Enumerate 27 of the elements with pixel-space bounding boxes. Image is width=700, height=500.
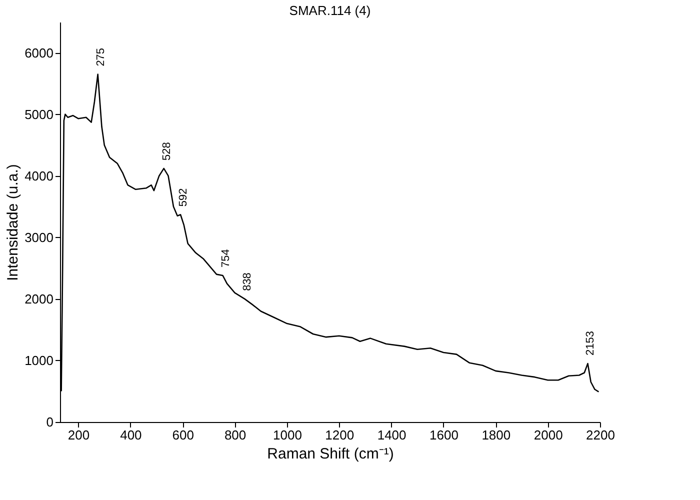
annotation: 275 bbox=[94, 48, 107, 66]
x-tick-label: 1800 bbox=[482, 428, 511, 442]
y-tick-label: 4000 bbox=[24, 168, 54, 184]
chart-title: SMAR.114 (4) bbox=[289, 3, 371, 18]
annotation: 528 bbox=[160, 142, 173, 160]
x-tick-label: 200 bbox=[68, 428, 90, 442]
x-tick-label: 1000 bbox=[272, 428, 302, 442]
x-tick-label: 2000 bbox=[534, 428, 563, 442]
annotation: 754 bbox=[220, 249, 232, 268]
x-tick-label: 2200 bbox=[586, 428, 615, 442]
x-tick-label: 1200 bbox=[325, 428, 354, 442]
y-tick-label: 5000 bbox=[24, 106, 54, 122]
x-axis-title: Raman Shift (cm⁻¹) bbox=[267, 446, 394, 462]
y-tick-label: 6000 bbox=[24, 45, 54, 60]
annotation: 2153 bbox=[584, 331, 597, 356]
y-axis-title: Intensidade (u.a.) bbox=[4, 164, 22, 281]
x-tick-label: 1600 bbox=[430, 428, 458, 442]
y-tick-label: 3000 bbox=[24, 230, 54, 245]
x-tick-label: 600 bbox=[172, 428, 194, 442]
annotation: 592 bbox=[178, 188, 190, 207]
annotation: 838 bbox=[242, 272, 254, 291]
x-tick-label: 800 bbox=[224, 428, 246, 442]
y-tick-label: 0 bbox=[46, 414, 54, 430]
x-tick-label: 1400 bbox=[377, 428, 406, 442]
y-tick-label: 2000 bbox=[24, 291, 54, 306]
y-tick-label: 1000 bbox=[24, 352, 54, 368]
x-tick-label: 400 bbox=[120, 428, 142, 442]
